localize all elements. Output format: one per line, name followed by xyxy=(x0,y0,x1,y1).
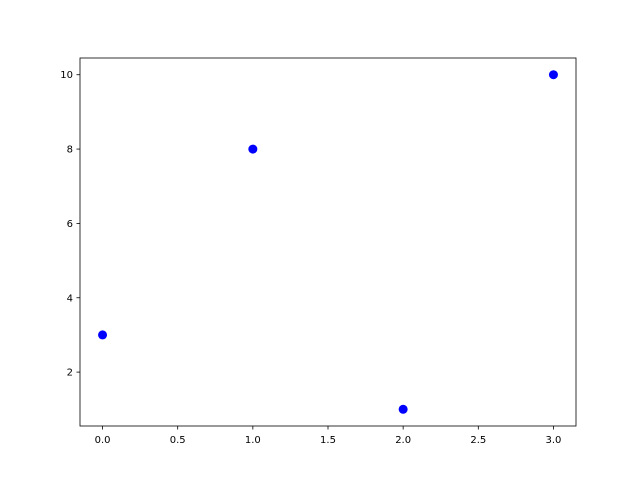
y-tick-label: 2 xyxy=(67,368,73,379)
data-point xyxy=(398,404,408,414)
y-tick-label: 4 xyxy=(67,293,73,304)
data-point xyxy=(548,70,558,80)
data-point xyxy=(98,330,108,340)
data-points xyxy=(98,70,558,414)
x-tick-label: 0.0 xyxy=(95,435,111,446)
data-point xyxy=(248,144,258,154)
y-tick-label: 10 xyxy=(60,70,73,81)
x-tick-label: 3.0 xyxy=(546,435,562,446)
x-tick-label: 1.5 xyxy=(320,435,336,446)
y-axis: 2 4 6 8 10 xyxy=(60,70,80,379)
x-tick-label: 2.5 xyxy=(470,435,486,446)
x-tick-label: 2.0 xyxy=(395,435,411,446)
axes-frame xyxy=(79,57,577,427)
x-tick-label: 1.0 xyxy=(245,435,261,446)
y-tick-label: 6 xyxy=(67,219,73,230)
y-tick-label: 8 xyxy=(67,145,73,156)
x-tick-label: 0.5 xyxy=(170,435,186,446)
x-axis: 0.0 0.5 1.0 1.5 2.0 2.5 3.0 xyxy=(95,426,562,446)
